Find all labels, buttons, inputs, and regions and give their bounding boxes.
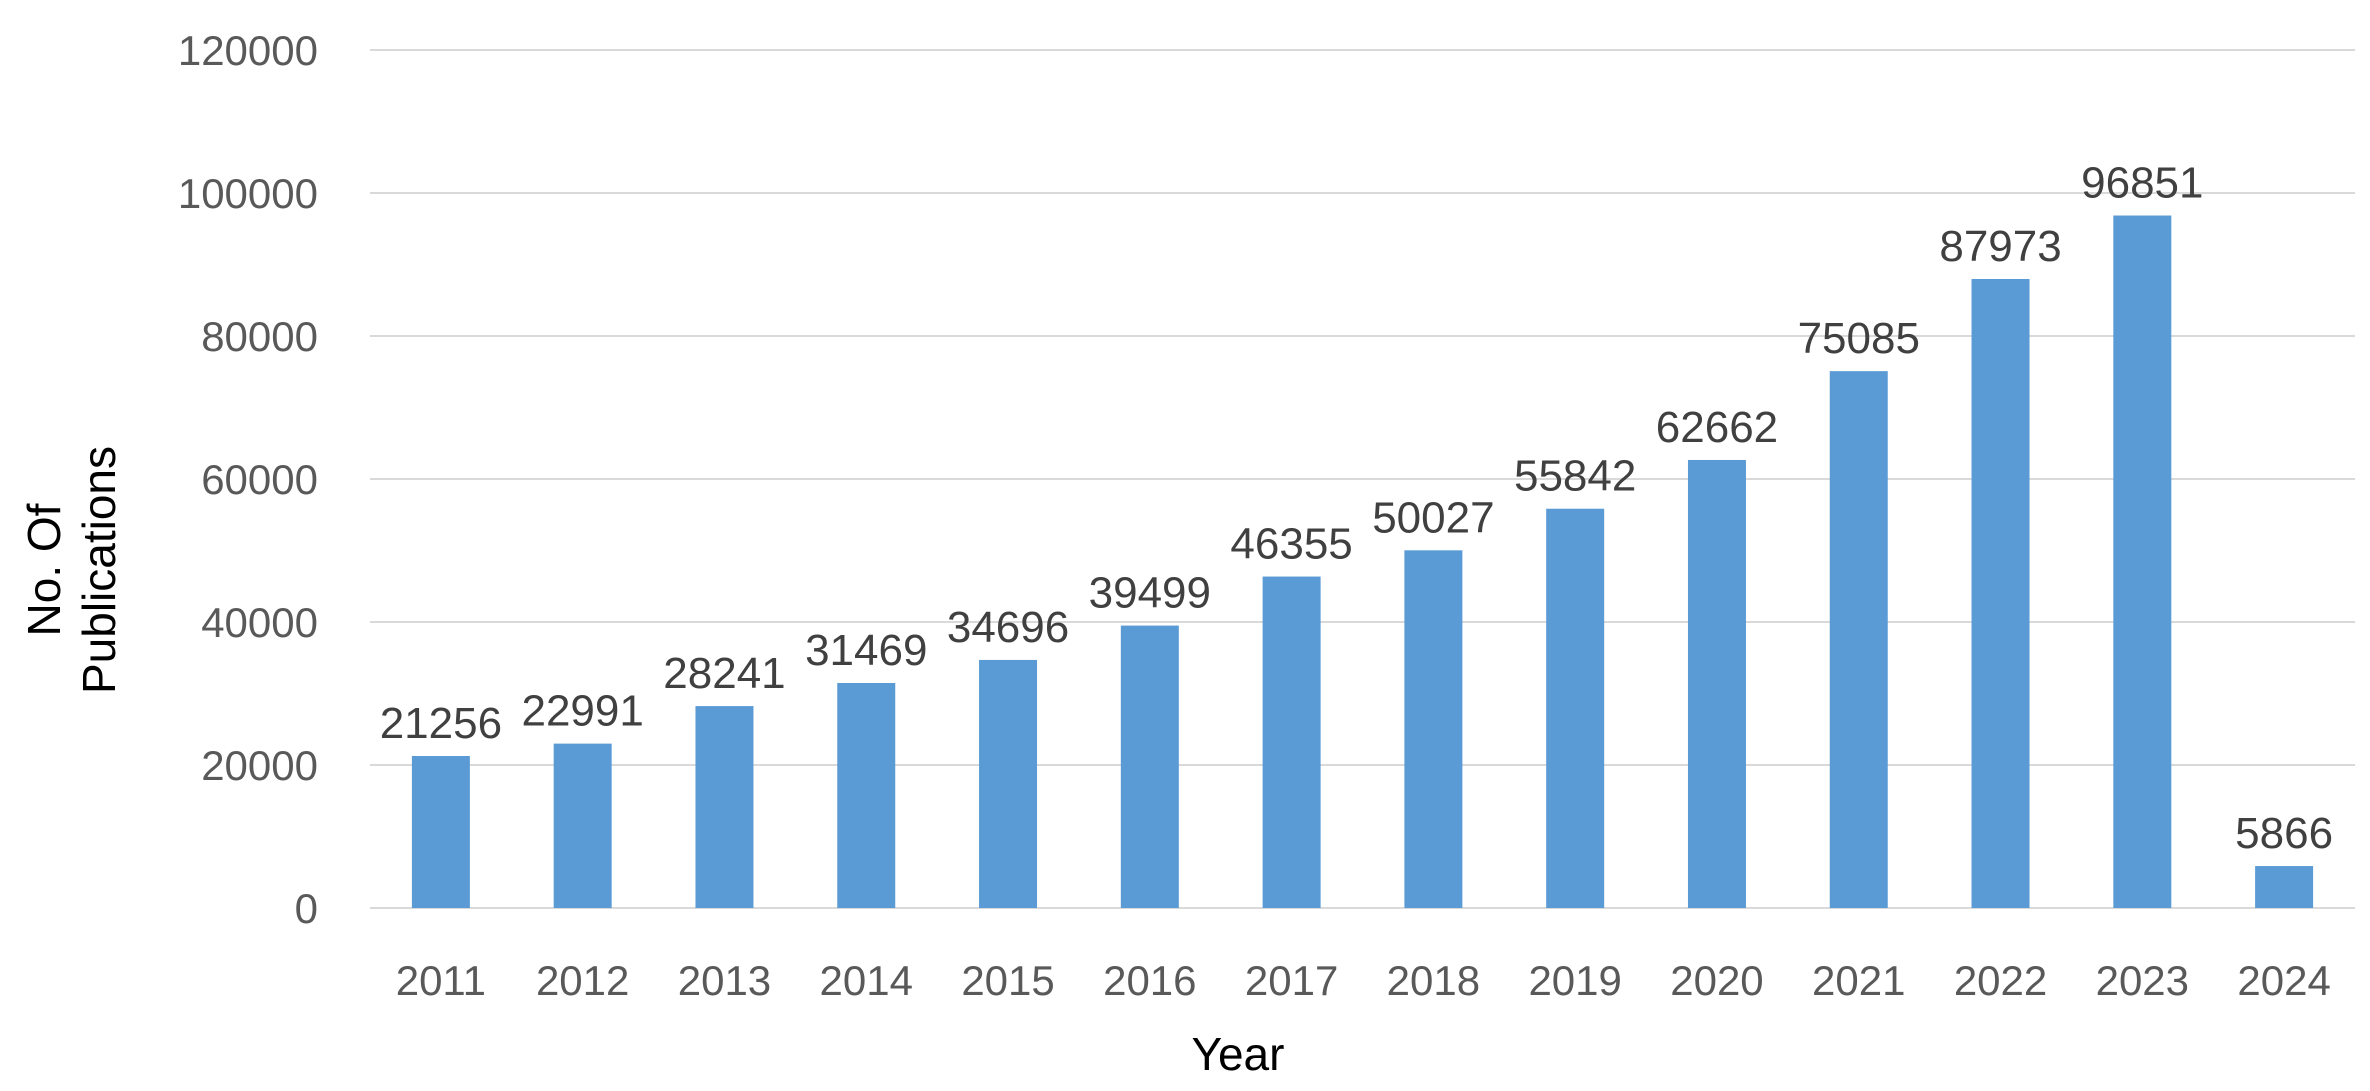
y-tick-label: 0 (295, 885, 318, 932)
data-label: 96851 (2081, 159, 2203, 208)
data-label: 46355 (1230, 520, 1352, 569)
x-tick-label: 2021 (1812, 957, 1905, 1004)
data-label: 28241 (663, 649, 785, 698)
x-tick-label: 2016 (1103, 957, 1196, 1004)
bar (1687, 459, 1746, 908)
x-tick-label: 2012 (536, 957, 629, 1004)
bar (553, 743, 612, 908)
x-tick-label: 2013 (678, 957, 771, 1004)
data-label: 34696 (947, 603, 1069, 652)
bar (837, 682, 896, 908)
y-tick-label: 40000 (201, 599, 318, 646)
x-tick-label: 2017 (1245, 957, 1338, 1004)
bar (2113, 215, 2172, 908)
data-label: 5866 (2235, 809, 2333, 858)
x-tick-label: 2019 (1528, 957, 1621, 1004)
data-label: 31469 (805, 626, 927, 675)
x-tick-label: 2020 (1670, 957, 1763, 1004)
x-tick-label: 2024 (2237, 957, 2330, 1004)
x-tick-label: 2023 (2096, 957, 2189, 1004)
x-tick-label: 2022 (1954, 957, 2047, 1004)
bar (411, 756, 470, 908)
y-tick-label: 60000 (201, 456, 318, 503)
x-tick-label: 2014 (820, 957, 913, 1004)
bar (1262, 576, 1321, 908)
data-label: 87973 (1939, 222, 2061, 271)
bar (979, 659, 1038, 908)
x-axis-ticks: 2011 2012 2013 2014 2015 2016 2017 2018 2019 2020… (396, 957, 2331, 1004)
y-axis-title-line1: No. Of (18, 503, 70, 636)
data-label: 75085 (1798, 314, 1920, 363)
y-tick-label: 100000 (178, 170, 318, 217)
data-label: 21256 (380, 699, 502, 748)
bar (2255, 866, 2314, 908)
bar (1120, 625, 1179, 908)
bar (1546, 508, 1605, 908)
data-label: 50027 (1372, 493, 1494, 542)
y-axis-title-line2: Publications (73, 446, 125, 694)
x-tick-label: 2015 (961, 957, 1054, 1004)
bars (411, 215, 2314, 909)
x-tick-label: 2018 (1387, 957, 1480, 1004)
x-axis-title: Year (1192, 1028, 1285, 1080)
y-tick-label: 80000 (201, 313, 318, 360)
bar (695, 706, 754, 908)
bar (1404, 550, 1463, 908)
bar (1829, 371, 1888, 909)
data-label: 22991 (521, 687, 643, 736)
x-tick-label: 2011 (396, 957, 486, 1004)
data-label: 39499 (1089, 569, 1211, 618)
y-axis-ticks: 0 20000 40000 60000 80000 100000 120000 (178, 27, 318, 932)
data-label: 62662 (1656, 403, 1778, 452)
y-tick-label: 20000 (201, 742, 318, 789)
data-label: 55842 (1514, 452, 1636, 501)
y-tick-label: 120000 (178, 27, 318, 74)
data-labels: 21256 22991 28241 31469 34696 39499 46355 50027… (380, 159, 2333, 859)
gridlines (370, 49, 2355, 909)
bar (1971, 278, 2030, 908)
